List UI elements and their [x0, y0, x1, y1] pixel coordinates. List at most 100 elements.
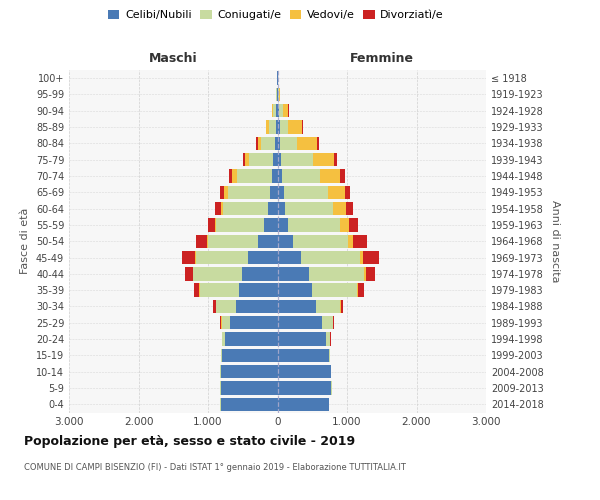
Bar [242, 267, 277, 280]
Bar [226, 332, 277, 346]
Bar [215, 218, 217, 232]
Bar [273, 153, 277, 166]
Bar [340, 170, 344, 182]
Bar [220, 186, 224, 199]
Bar [277, 382, 331, 394]
Bar [277, 251, 301, 264]
Bar [277, 348, 329, 362]
Bar [341, 300, 343, 313]
Bar [333, 316, 334, 330]
Bar [329, 348, 330, 362]
Bar [272, 170, 277, 182]
Bar [221, 398, 277, 411]
Bar [232, 170, 237, 182]
Bar [196, 234, 207, 248]
Bar [346, 202, 353, 215]
Bar [196, 251, 248, 264]
Bar [333, 202, 346, 215]
Bar [268, 202, 277, 215]
Bar [221, 348, 222, 362]
Bar [317, 136, 319, 150]
Bar [224, 186, 228, 199]
Bar [277, 104, 279, 118]
Bar [322, 316, 332, 330]
Bar [313, 153, 334, 166]
Bar [279, 104, 283, 118]
Bar [239, 284, 277, 297]
Bar [367, 267, 376, 280]
Bar [358, 284, 364, 297]
Bar [277, 186, 284, 199]
Bar [328, 186, 345, 199]
Bar [302, 120, 303, 134]
Bar [221, 365, 277, 378]
Bar [272, 104, 274, 118]
Bar [263, 218, 277, 232]
Bar [277, 170, 283, 182]
Bar [277, 218, 289, 232]
Bar [301, 251, 360, 264]
Bar [340, 300, 341, 313]
Y-axis label: Anni di nascita: Anni di nascita [550, 200, 560, 282]
Bar [349, 218, 358, 232]
Bar [230, 316, 277, 330]
Text: Femmine: Femmine [350, 52, 414, 65]
Bar [334, 153, 337, 166]
Bar [222, 332, 226, 346]
Bar [285, 202, 333, 215]
Bar [208, 234, 258, 248]
Bar [277, 332, 326, 346]
Bar [283, 170, 320, 182]
Bar [364, 267, 367, 280]
Bar [236, 300, 277, 313]
Bar [195, 251, 196, 264]
Bar [277, 202, 285, 215]
Bar [274, 104, 277, 118]
Bar [221, 202, 223, 215]
Bar [222, 348, 277, 362]
Bar [200, 284, 239, 297]
Bar [276, 120, 277, 134]
Bar [220, 316, 221, 330]
Bar [347, 234, 353, 248]
Bar [248, 153, 273, 166]
Bar [284, 186, 328, 199]
Bar [217, 300, 236, 313]
Bar [269, 120, 276, 134]
Bar [277, 267, 308, 280]
Bar [193, 267, 242, 280]
Bar [217, 218, 263, 232]
Bar [257, 136, 261, 150]
Bar [280, 120, 288, 134]
Bar [213, 300, 216, 313]
Bar [353, 234, 367, 248]
Bar [237, 170, 272, 182]
Bar [266, 120, 269, 134]
Text: Maschi: Maschi [149, 52, 197, 65]
Bar [277, 300, 316, 313]
Text: Popolazione per età, sesso e stato civile - 2019: Popolazione per età, sesso e stato civil… [24, 435, 355, 448]
Bar [182, 251, 195, 264]
Bar [194, 284, 199, 297]
Bar [207, 234, 208, 248]
Bar [289, 218, 340, 232]
Bar [288, 120, 302, 134]
Bar [298, 136, 317, 150]
Bar [277, 120, 280, 134]
Bar [248, 251, 277, 264]
Bar [244, 153, 245, 166]
Bar [256, 136, 257, 150]
Bar [357, 284, 358, 297]
Bar [258, 234, 277, 248]
Bar [221, 316, 230, 330]
Bar [278, 88, 280, 101]
Bar [293, 234, 347, 248]
Bar [185, 267, 193, 280]
Bar [281, 153, 313, 166]
Bar [277, 284, 312, 297]
Text: COMUNE DI CAMPI BISENZIO (FI) - Dati ISTAT 1° gennaio 2019 - Elaborazione TUTTIT: COMUNE DI CAMPI BISENZIO (FI) - Dati IST… [24, 462, 406, 471]
Bar [364, 251, 379, 264]
Bar [326, 332, 330, 346]
Bar [275, 136, 277, 150]
Bar [280, 136, 298, 150]
